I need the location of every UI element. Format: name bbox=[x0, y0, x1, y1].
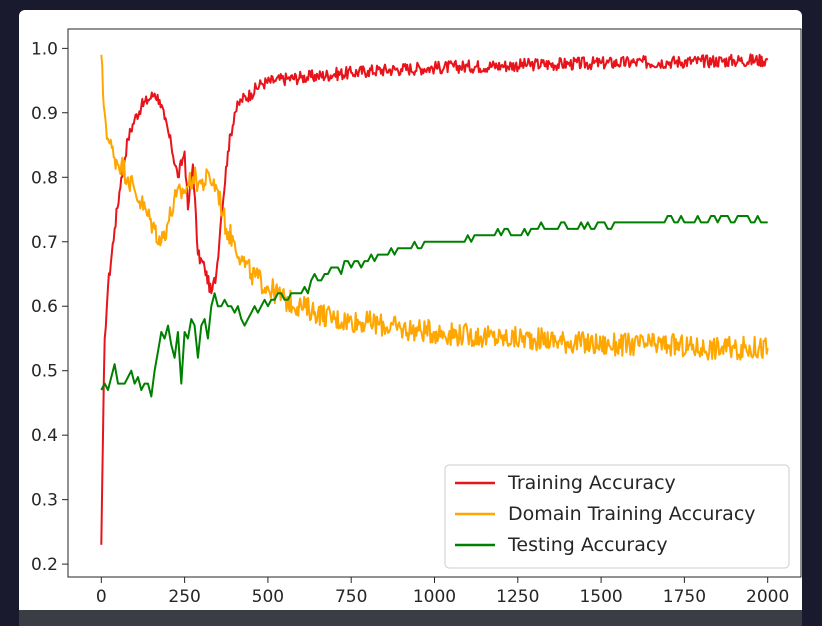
y-tick-label: 0.6 bbox=[31, 297, 58, 317]
x-tick-label: 0 bbox=[96, 587, 107, 607]
legend-box bbox=[444, 464, 790, 569]
x-tick-label: 250 bbox=[168, 587, 200, 607]
y-tick-label: 0.4 bbox=[31, 426, 58, 446]
y-tick-label: 0.8 bbox=[31, 168, 58, 188]
y-tick-label: 0.5 bbox=[31, 362, 58, 382]
y-tick-label: 0.7 bbox=[31, 233, 58, 253]
legend-label-domain: Domain Training Accuracy bbox=[508, 503, 756, 525]
legend-label-testing: Testing Accuracy bbox=[507, 534, 668, 556]
series-layer bbox=[100, 53, 769, 545]
x-tick-label: 1000 bbox=[413, 587, 456, 607]
y-tick-label: 0.2 bbox=[31, 555, 58, 575]
line-chart: 0.2 0.3 0.4 0.5 0.6 0.7 0.8 0.9 1.0 0 250 500 750 10… bbox=[31, 28, 802, 607]
y-tick-label: 0.3 bbox=[31, 491, 58, 511]
series-line-testing-accuracy bbox=[100, 215, 768, 398]
x-tick-label: 750 bbox=[335, 587, 367, 607]
legend-label-training: Training Accuracy bbox=[507, 472, 676, 494]
y-tick-label: 0.9 bbox=[31, 104, 58, 124]
series-line-training-accuracy bbox=[100, 53, 769, 545]
x-tick-label: 1750 bbox=[663, 587, 706, 607]
y-axis: 0.2 0.3 0.4 0.5 0.6 0.7 0.8 0.9 1.0 bbox=[31, 39, 68, 575]
chart-card: 0.2 0.3 0.4 0.5 0.6 0.7 0.8 0.9 1.0 0 250 500 750 10… bbox=[19, 10, 802, 626]
bottom-bar bbox=[19, 610, 802, 626]
x-tick-label: 1500 bbox=[579, 587, 622, 607]
x-tick-label: 500 bbox=[252, 587, 284, 607]
series-line-domain-training-accuracy bbox=[100, 54, 769, 361]
x-axis: 0 250 500 750 1000 1250 1500 1750 2000 bbox=[96, 577, 789, 607]
y-tick-label: 1.0 bbox=[31, 39, 58, 59]
x-tick-label: 2000 bbox=[746, 587, 789, 607]
legend: Training Accuracy Domain Training Accura… bbox=[444, 464, 790, 569]
x-tick-label: 1250 bbox=[496, 587, 539, 607]
